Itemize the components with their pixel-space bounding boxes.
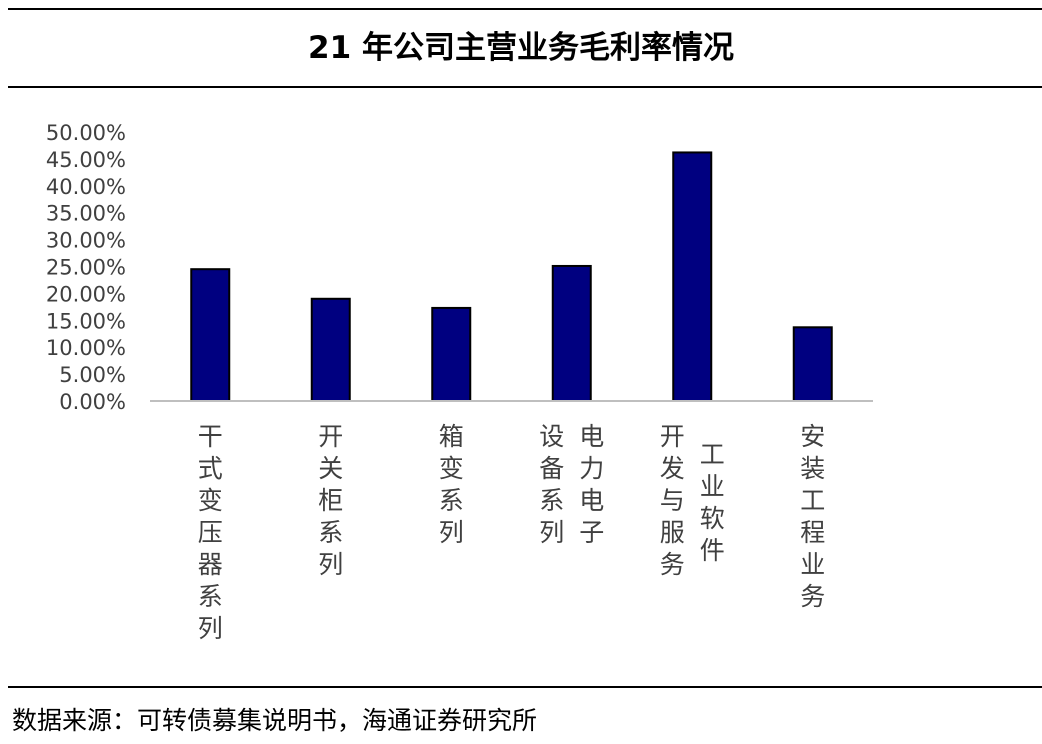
footer-rule <box>8 686 1042 688</box>
bars <box>190 151 833 403</box>
bar-2 <box>310 297 351 402</box>
y-axis: 0.00% 5.00% 10.00% 15.00% 20.00%25.00% 30.00%… <box>46 121 126 414</box>
y-tick-label: 40.00% <box>46 175 126 199</box>
y-tick-label: 15.00% <box>46 309 126 333</box>
bar-6 <box>792 326 833 403</box>
x-tick-label: 电力电子 <box>579 422 604 547</box>
y-tick-label: 35.00% <box>46 202 126 226</box>
y-tick-label: 30.00% <box>46 229 126 253</box>
x-tick-label: 开关柜系列 <box>318 422 343 579</box>
y-tick-label: 20.00% <box>46 282 126 306</box>
bar-3 <box>431 306 472 402</box>
y-tick-label: 0.00% <box>59 390 126 414</box>
bar-chart: 0.00% 5.00% 10.00% 15.00% 20.00%25.00% 30.00%… <box>46 121 873 643</box>
source-note: 数据来源：可转债募集说明书，海通证券研究所 <box>12 706 538 735</box>
bar-1 <box>190 268 231 402</box>
x-tick-label: 设备系列 <box>539 422 564 547</box>
x-tick-label: 箱变系列 <box>439 422 464 547</box>
x-tick-label: 开发与服务 <box>660 422 685 579</box>
chart-title: 21 年公司主营业务毛利率情况 <box>308 30 734 66</box>
y-tick-label: 50.00% <box>46 121 126 145</box>
x-tick-label: 工业软件 <box>700 440 725 565</box>
y-tick-label: 10.00% <box>46 336 126 360</box>
bar-5 <box>672 151 713 402</box>
y-tick-label: 25.00% <box>46 256 126 280</box>
title-rule <box>8 86 1042 88</box>
y-tick-label: 5.00% <box>59 363 126 387</box>
y-tick-label: 45.00% <box>46 148 126 172</box>
x-tick-label: 安装工程业务 <box>800 422 825 611</box>
top-rule <box>8 8 1042 10</box>
bar-4 <box>551 264 592 402</box>
x-tick-label: 干式变压器系列 <box>198 422 223 643</box>
